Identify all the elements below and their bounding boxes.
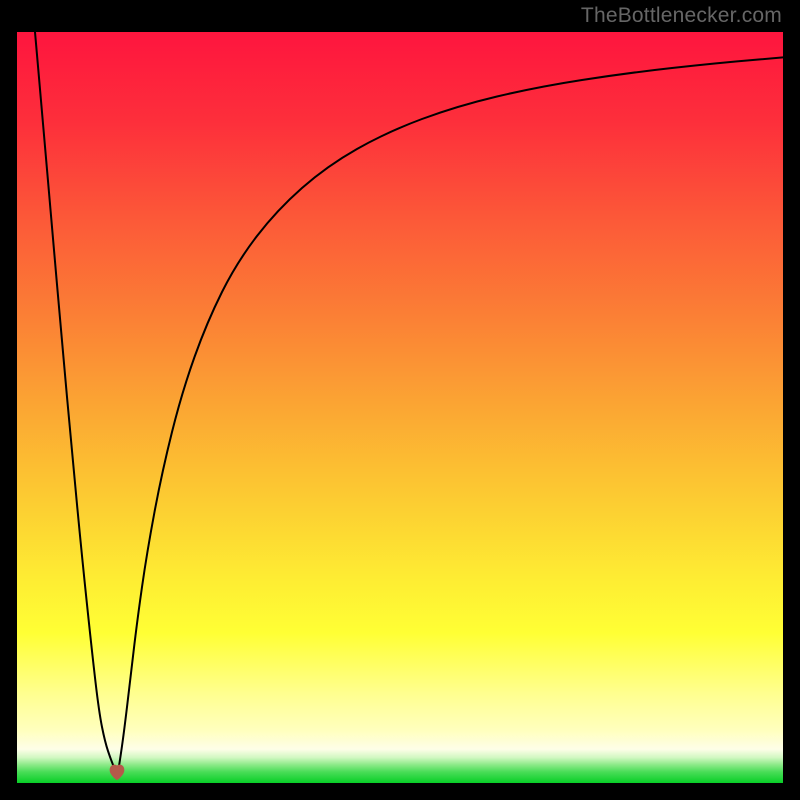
chart-container: TheBottlenecker.com bbox=[0, 0, 800, 800]
heart-icon bbox=[106, 761, 128, 783]
watermark-text: TheBottlenecker.com bbox=[581, 4, 782, 28]
bottleneck-curve bbox=[17, 32, 783, 783]
minimum-marker bbox=[106, 761, 128, 783]
plot-area bbox=[17, 32, 783, 783]
